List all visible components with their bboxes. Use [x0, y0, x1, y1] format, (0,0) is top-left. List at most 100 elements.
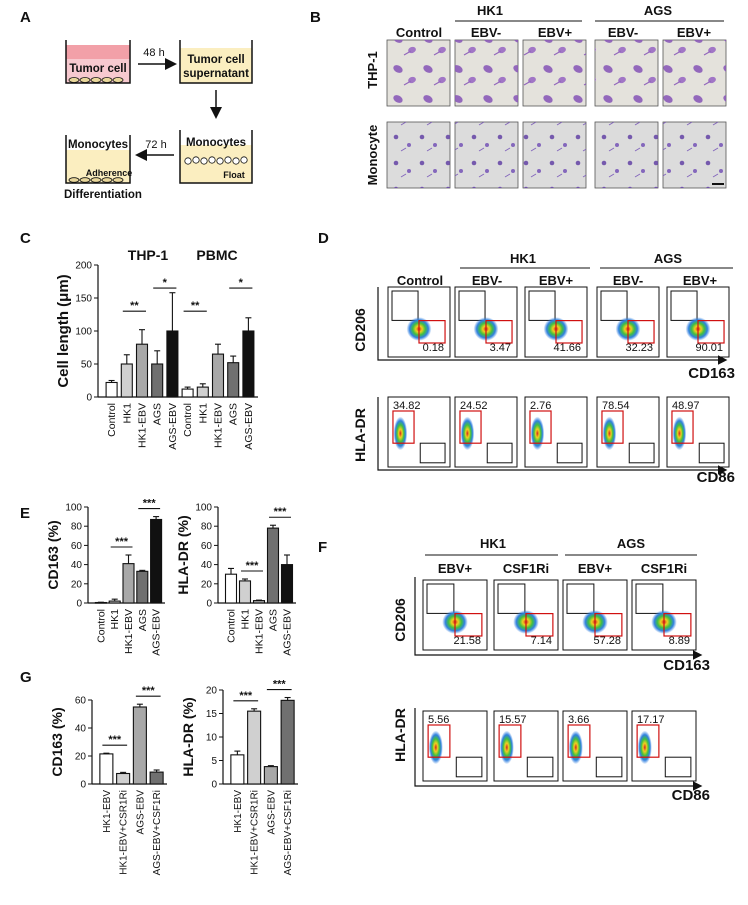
d-row2-gate-lr-3: [628, 442, 655, 464]
category-label-C-5: Control: [182, 403, 194, 437]
d-row2-gate-red-1: [459, 410, 482, 444]
f-row2-density-1: [499, 730, 514, 765]
d-row2-axes: [377, 397, 728, 475]
ytick-label-C: 150: [75, 294, 92, 305]
d-row2-density-4: [672, 416, 687, 451]
d-row1-plot-3: 32.23: [596, 286, 660, 358]
dish-monocytes-label: Monocytes: [186, 137, 246, 149]
category-label-E2-4: AGS-EBV: [282, 609, 294, 656]
micrograph-thp1-1: [454, 39, 519, 107]
panel-d-row2-xlabel: CD86: [697, 469, 735, 486]
panel-b-col-label-3: EBV-: [608, 25, 638, 40]
d-row1-value-0: 0.18: [423, 342, 444, 354]
panel-f-row1-ylabel: CD206: [392, 598, 408, 642]
micrograph-thp1-4: [662, 39, 727, 107]
category-label-G2-3: AGS-EBV+CSF1Ri: [283, 790, 294, 875]
chart-g1: 0 20 40 60 CD163 (%) HK1-EBV HK1-EBV+CSR1Ri AGS…: [49, 685, 167, 875]
panel-b-row-thp1: THP-1: [365, 51, 380, 89]
dish-monocytes-adherence: Monocytes Adherence: [65, 135, 132, 184]
panel-f-col-label-1: CSF1Ri: [503, 561, 549, 576]
d-row1-value-4: 90.01: [695, 342, 723, 354]
bar-C-0: [105, 381, 118, 398]
d-row2-gate-lr-1: [486, 442, 513, 464]
d-row2-frame-4: [666, 396, 730, 468]
ytick-label-E2: 80: [201, 522, 213, 533]
micrograph-thp1-2: [522, 39, 587, 107]
dish-float-label: Float: [223, 170, 245, 180]
f-row2-value-1: 15.57: [499, 714, 527, 726]
chart-g2: 0 5 10 15 20 HLA-DR (%) HK1-EBV HK1-EBV+CSR1Ri A…: [180, 679, 298, 875]
f-row2-gate-red-3: [636, 724, 660, 758]
f-row1-gate-red-3: [663, 612, 692, 637]
panel-f-group-hk1: HK1: [480, 536, 506, 551]
panel-g: G 0 20 40 60 CD163 (%) HK1-EBV HK1-EBV+CSR1Ri A…: [20, 669, 298, 875]
ytick-label-E1: 0: [76, 599, 82, 610]
f-row2-gate-lr-1: [526, 756, 554, 778]
f-row1-value-1: 7.14: [531, 635, 552, 647]
ytick-label-E1: 40: [71, 560, 83, 571]
f-row2-plot-2: 3.66: [562, 710, 628, 782]
d-row2-value-0: 34.82: [393, 400, 421, 412]
micrograph-thp1-cells-1: [455, 40, 518, 106]
ytick-label-E2: 100: [195, 503, 212, 514]
sig-label-C-1: *: [163, 277, 168, 289]
differentiation-label: Differentiation: [64, 189, 142, 201]
d-row2-density-0: [393, 416, 408, 451]
d-row2-gate-lr-2: [556, 442, 583, 464]
ytick-label-E2: 0: [206, 599, 212, 610]
panel-b: B HK1 AGS Control EBV- EBV+ EBV- EBV+ THP-1 …: [310, 3, 727, 189]
sig-label-G2-1: ***: [273, 679, 287, 691]
sig-label-E2-0: ***: [246, 560, 260, 572]
d-row1-gate-red-0: [418, 320, 446, 344]
panel-e-letter: E: [20, 505, 30, 522]
panel-b-letter: B: [310, 9, 321, 26]
d-row2-gate-red-0: [392, 410, 415, 444]
dish-supernatant: Tumor cell supernatant: [179, 40, 253, 84]
bar-E2-1: [238, 580, 252, 604]
d-row2-gate-red-3: [601, 410, 624, 444]
micrograph-mono-cells-1: [455, 122, 518, 188]
micrograph-thp1-cells-3: [595, 40, 658, 106]
micrograph-monocyte-4: [662, 121, 727, 189]
micrograph-mono-cells-4: [663, 122, 726, 188]
bar-E2-3: [266, 527, 280, 604]
d-row1-gate-ul-1: [458, 290, 486, 321]
f-row1-plot-0: 21.58: [422, 579, 488, 651]
d-row1-gate-red-4: [697, 320, 725, 344]
ytick-label-G2: 15: [206, 709, 218, 720]
d-row1-gate-red-2: [555, 320, 583, 344]
d-row1-axes: [377, 287, 728, 365]
d-row1-value-2: 41.66: [553, 342, 581, 354]
d-row2-value-1: 24.52: [460, 400, 488, 412]
micrograph-monocyte-2: [522, 121, 587, 189]
d-row1-plot-4: 90.01: [666, 286, 730, 358]
dish-monocytes-float: Monocytes Float: [179, 130, 253, 184]
panel-d-col-label-1: EBV-: [472, 273, 502, 288]
panel-d: D HK1 AGS Control EBV- EBV+ EBV- EBV+ 0.18 3.…: [318, 230, 735, 486]
panel-f-col-label-2: EBV+: [578, 561, 613, 576]
panel-d-col-label-3: EBV-: [613, 273, 643, 288]
sig-label-C-0: **: [130, 300, 139, 312]
panel-g-letter: G: [20, 669, 32, 686]
d-row2-gate-lr-4: [698, 442, 725, 464]
bar-G1-0: [99, 753, 114, 785]
category-label-E1-1: HK1: [109, 609, 121, 630]
d-row2-plot-2: 2.76: [524, 396, 588, 468]
f-row1-value-2: 57.28: [593, 635, 621, 647]
f-row2-value-2: 3.66: [568, 714, 589, 726]
bar-E1-1: [108, 600, 121, 604]
category-label-G1-1: HK1-EBV+CSR1Ri: [119, 790, 130, 875]
panel-b-group-hk1: HK1: [477, 3, 503, 18]
bar-G2-1: [247, 710, 262, 785]
category-label-C-1: HK1: [121, 403, 133, 424]
sig-label-E1-0: ***: [115, 536, 129, 548]
panel-b-row-monocyte: Monocyte: [365, 125, 380, 186]
category-label-E1-0: Control: [95, 609, 107, 643]
panel-d-row1-ylabel: CD206: [352, 308, 368, 352]
category-label-E2-3: AGS: [268, 609, 280, 631]
f-row1-value-0: 21.58: [453, 635, 481, 647]
f-row1-gate-red-1: [525, 612, 554, 637]
d-row1-plot-1: 3.47: [454, 286, 518, 358]
